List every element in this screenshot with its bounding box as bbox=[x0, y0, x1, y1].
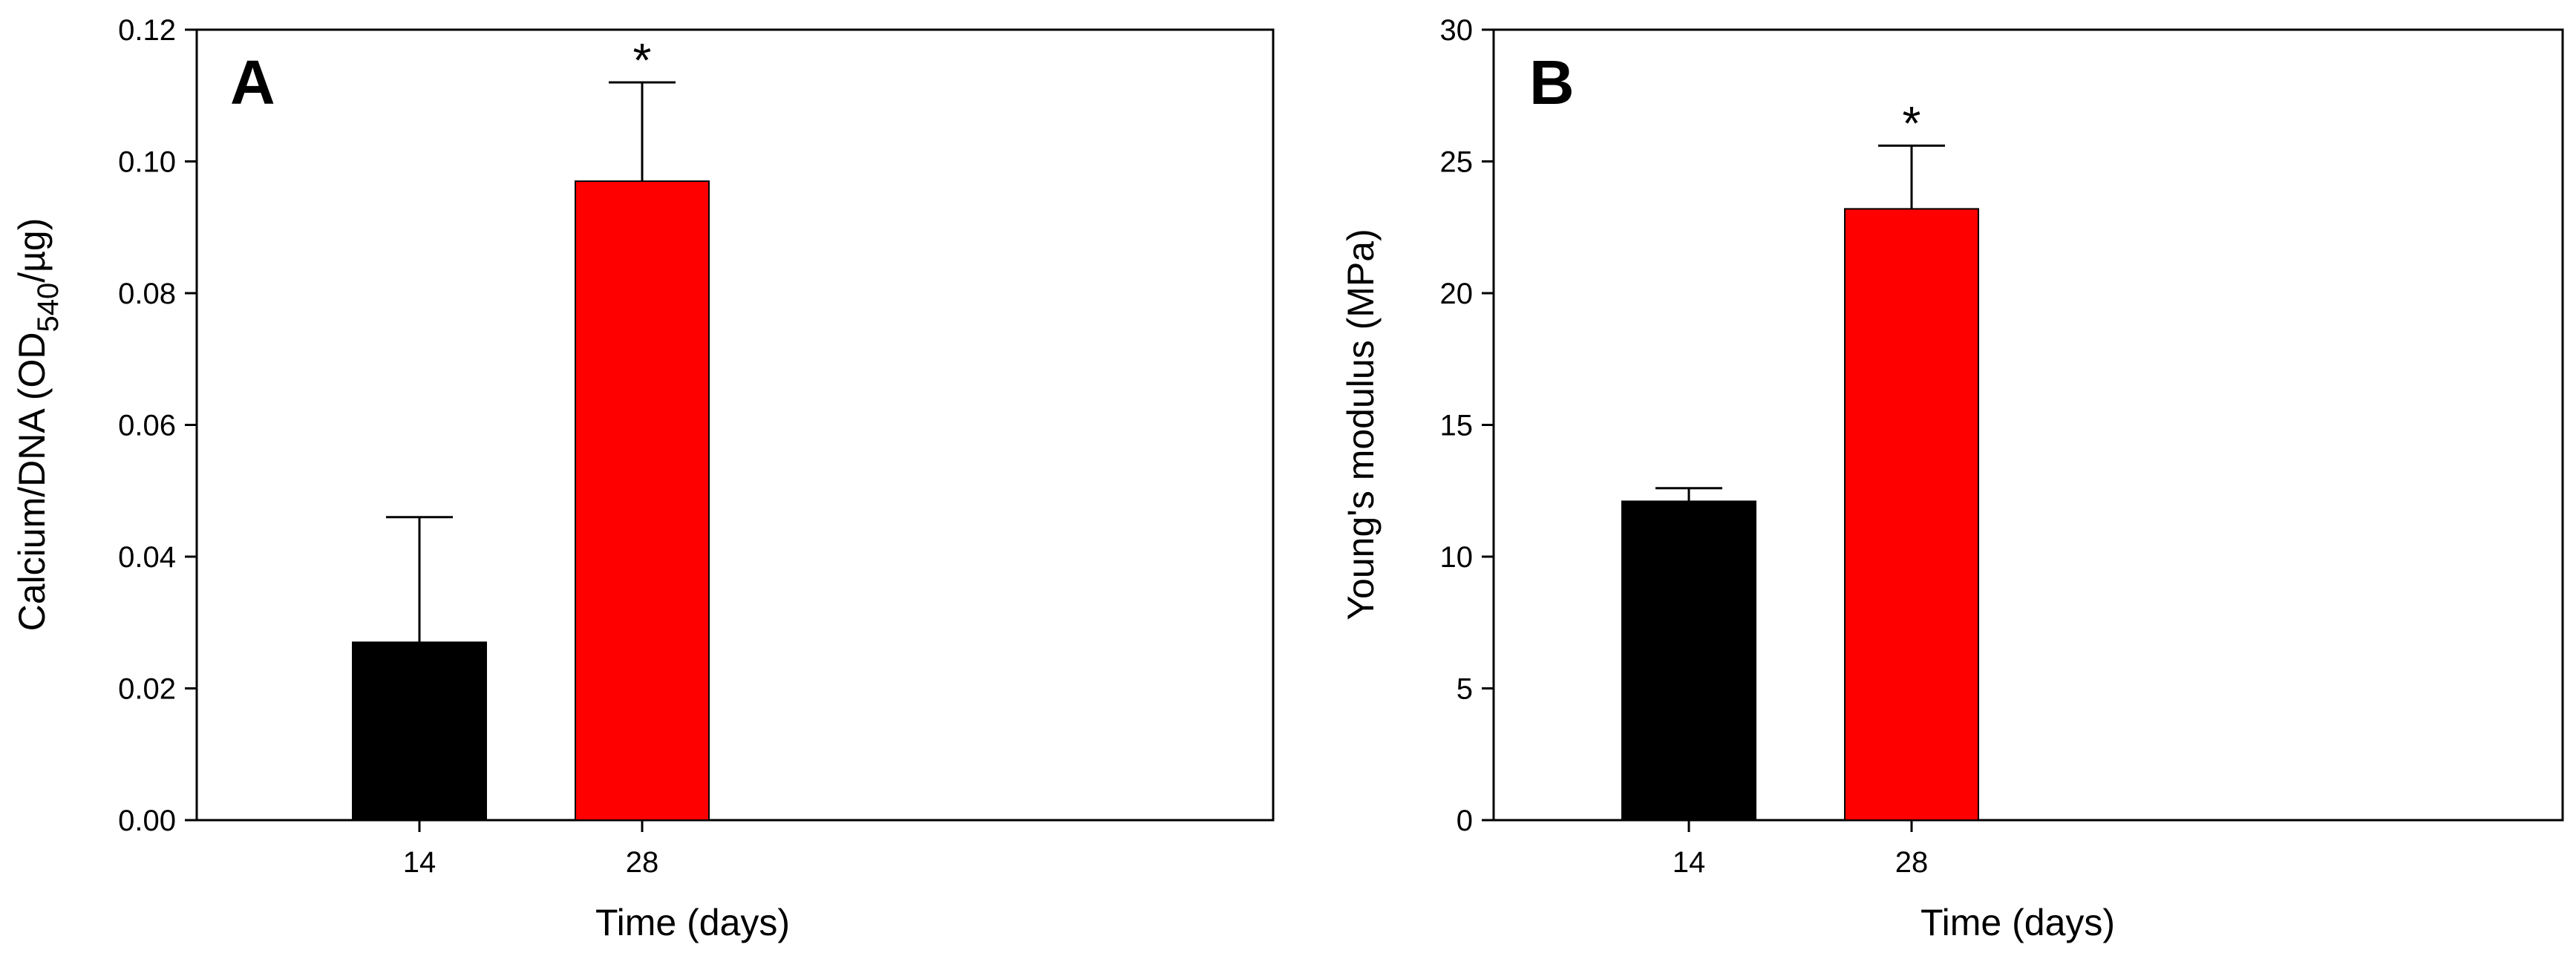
bar-day-14 bbox=[1621, 500, 1756, 821]
significance-marker: * bbox=[1903, 96, 1921, 150]
y-tick-label: 25 bbox=[1440, 146, 1474, 179]
significance-marker: * bbox=[633, 33, 652, 87]
y-axis-title-tail: /µg) bbox=[11, 218, 53, 283]
x-tick-label: 14 bbox=[403, 846, 437, 879]
y-axis-title: Calcium/DNA (OD540/µg) bbox=[11, 218, 65, 632]
y-tick-label: 20 bbox=[1440, 278, 1474, 310]
y-axis-title-main: Young's modulus (MPa) bbox=[1340, 229, 1382, 620]
x-axis-title: Time (days) bbox=[1920, 902, 2115, 943]
bar-day-28 bbox=[1844, 208, 1979, 821]
y-axis-title: Young's modulus (MPa) bbox=[1340, 229, 1382, 620]
panel-b: B Time (days) Young's modulus (MPa) 0 5 10… bbox=[1340, 14, 2564, 943]
y-axis-title-subscript: 540 bbox=[32, 283, 65, 333]
panel-label: A bbox=[230, 48, 275, 117]
y-tick-label: 0.12 bbox=[118, 14, 176, 47]
y-tick-label: 0.10 bbox=[118, 146, 176, 179]
bar-day-14 bbox=[352, 641, 487, 821]
x-tick-label: 28 bbox=[626, 846, 659, 879]
y-tick-label: 5 bbox=[1457, 673, 1473, 706]
y-tick-label: 0.00 bbox=[118, 805, 176, 837]
y-tick-label: 30 bbox=[1440, 14, 1474, 47]
panel-a: A Time (days) Calcium/DNA (OD540/µg) 0.0… bbox=[11, 14, 1275, 943]
x-tick-label: 28 bbox=[1895, 846, 1929, 879]
y-tick-label: 0.02 bbox=[118, 673, 176, 706]
y-tick-label: 0 bbox=[1457, 805, 1473, 837]
x-axis-title: Time (days) bbox=[595, 902, 790, 943]
y-tick-label: 0.08 bbox=[118, 278, 176, 310]
y-axis-title-main: Calcium/DNA (OD bbox=[11, 333, 53, 632]
y-tick-label: 0.04 bbox=[118, 541, 176, 574]
y-tick-label: 10 bbox=[1440, 541, 1474, 574]
x-tick-label: 14 bbox=[1673, 846, 1706, 879]
panel-label: B bbox=[1529, 48, 1575, 117]
y-tick-label: 0.06 bbox=[118, 410, 176, 442]
y-tick-label: 15 bbox=[1440, 410, 1474, 442]
bar-day-28 bbox=[575, 180, 710, 821]
